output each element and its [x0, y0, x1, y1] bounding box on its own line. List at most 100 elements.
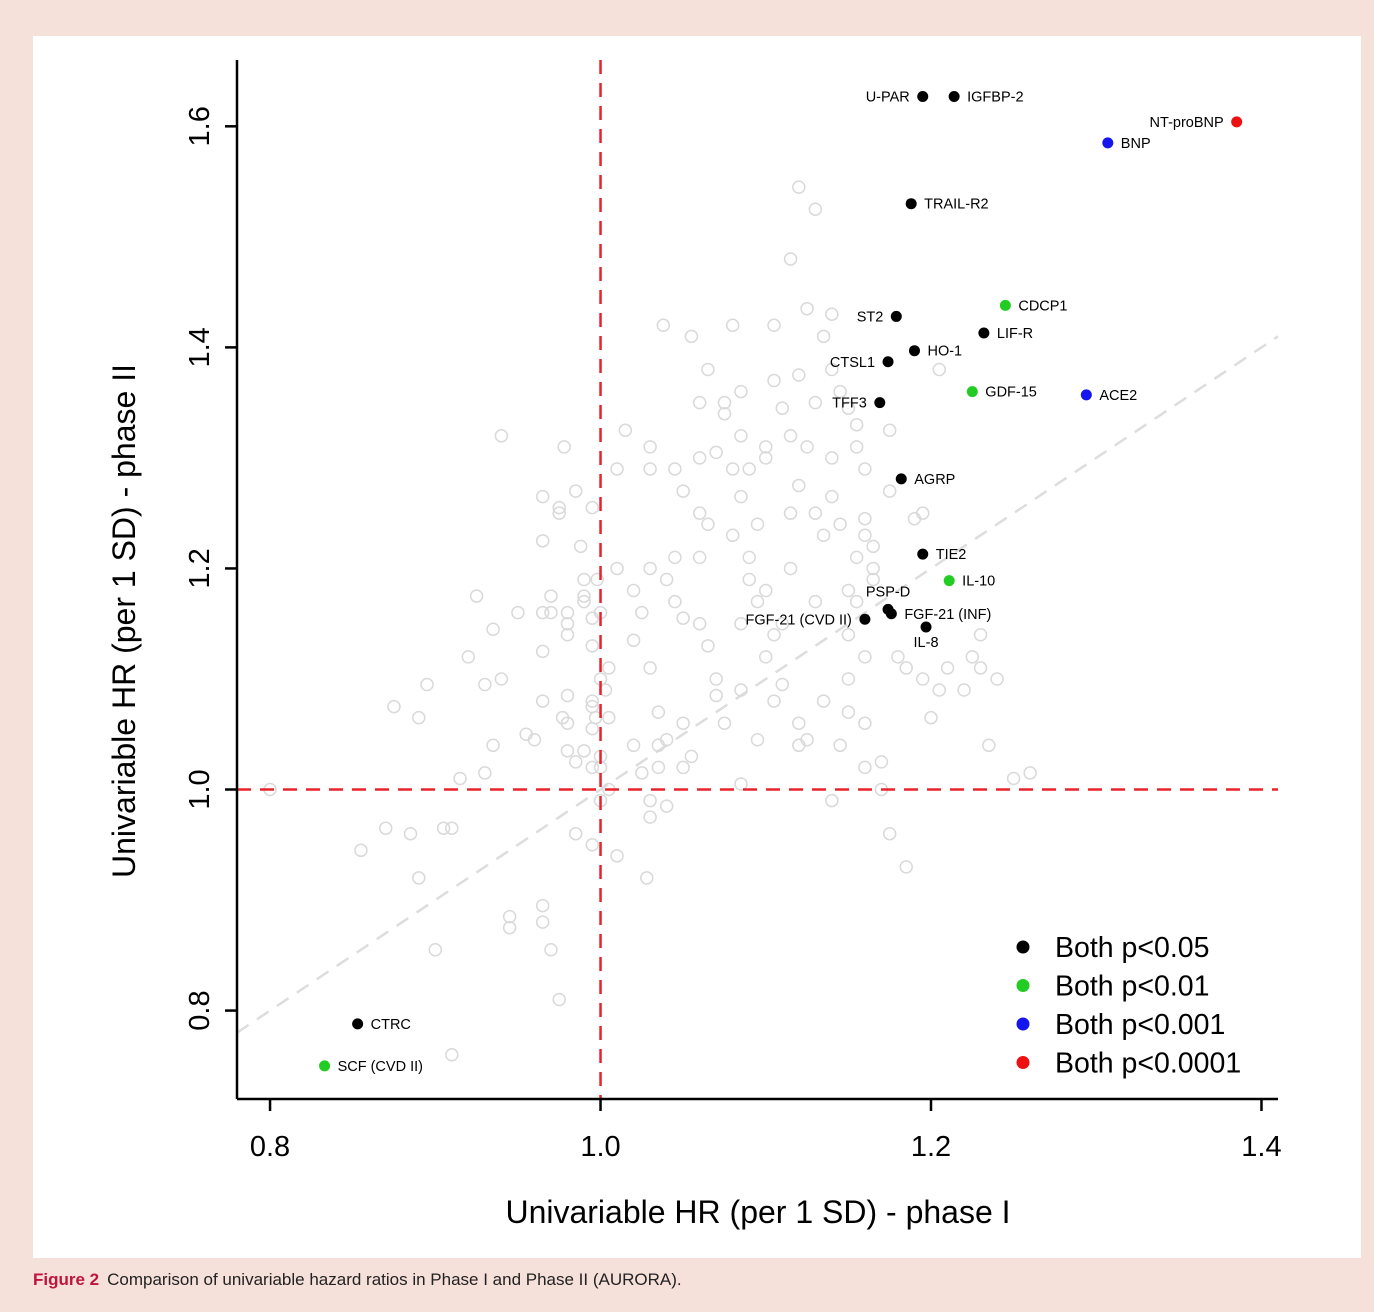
data-label: TFF3	[832, 396, 867, 412]
background-point	[668, 462, 682, 476]
background-point	[486, 738, 500, 753]
background-point	[849, 440, 864, 454]
data-label: IL-10	[962, 574, 995, 590]
data-point	[978, 327, 990, 339]
background-point	[849, 594, 864, 609]
background-point	[535, 644, 550, 659]
data-point	[319, 1060, 331, 1072]
background-point	[560, 605, 575, 620]
x-axis-title: Univariable HR (per 1 SD) - phase I	[505, 1194, 1010, 1230]
data-label: ACE2	[1099, 388, 1137, 404]
background-point	[858, 716, 872, 730]
background-point	[800, 440, 814, 454]
background-point	[849, 550, 864, 565]
background-point	[725, 318, 740, 333]
data-label: IL-8	[914, 635, 939, 651]
background-point	[973, 661, 988, 675]
background-point	[957, 683, 971, 697]
background-point	[775, 401, 790, 415]
background-point	[800, 733, 814, 747]
background-point	[668, 550, 682, 565]
y-tick-label: 1.0	[184, 769, 216, 809]
data-point	[943, 575, 955, 587]
background-point	[668, 594, 682, 609]
background-point	[701, 639, 715, 653]
background-point	[494, 429, 509, 443]
background-point	[643, 661, 657, 675]
background-point	[640, 871, 654, 885]
background-point	[412, 710, 426, 725]
background-point	[486, 622, 500, 636]
data-point	[917, 90, 929, 102]
background-point	[478, 766, 492, 780]
background-point	[676, 760, 690, 775]
legend-marker	[1016, 1017, 1030, 1031]
legend-marker	[1016, 979, 1030, 992]
background-point	[643, 810, 657, 824]
background-point	[709, 688, 723, 703]
background-point	[445, 1048, 459, 1062]
background-point	[940, 661, 955, 675]
background-point	[858, 760, 872, 775]
background-point	[585, 611, 600, 625]
background-point	[684, 329, 699, 344]
data-label: FGF-21 (CVD II)	[746, 612, 852, 628]
background-point	[461, 650, 476, 664]
background-point	[882, 423, 897, 438]
background-point	[759, 583, 773, 598]
data-point	[1231, 116, 1243, 128]
background-point	[825, 489, 839, 504]
background-point	[577, 572, 591, 587]
background-point	[535, 605, 550, 620]
background-point	[899, 860, 913, 874]
background-point	[742, 462, 756, 476]
background-point	[577, 744, 591, 758]
data-point	[905, 198, 917, 210]
background-point	[882, 484, 897, 498]
background-point	[767, 318, 781, 333]
background-point	[585, 838, 600, 852]
background-point	[618, 423, 633, 438]
background-point	[626, 583, 641, 598]
background-point	[610, 561, 624, 576]
background-point	[659, 733, 674, 747]
data-point	[859, 613, 871, 625]
y-tick-label: 1.6	[184, 106, 216, 146]
background-point	[552, 506, 566, 520]
background-point	[767, 694, 781, 708]
background-point	[825, 793, 839, 808]
background-point	[866, 572, 880, 587]
background-point	[982, 738, 996, 753]
data-label: PSP-D	[866, 584, 910, 600]
background-point	[428, 943, 443, 957]
background-point	[436, 821, 451, 835]
background-point	[841, 705, 856, 719]
background-point	[759, 451, 773, 465]
background-point	[932, 362, 947, 377]
background-point	[585, 721, 600, 736]
background-point	[585, 694, 600, 708]
data-label: U-PAR	[866, 89, 910, 105]
background-point	[990, 672, 1004, 686]
background-point	[568, 826, 583, 841]
data-point	[966, 386, 978, 398]
background-point	[560, 688, 575, 703]
background-point	[552, 992, 566, 1007]
background-point	[725, 462, 740, 476]
background-point	[585, 760, 600, 775]
background-point	[453, 771, 467, 786]
background-point	[808, 395, 823, 410]
background-point	[590, 572, 604, 587]
data-label: AGRP	[914, 472, 955, 488]
background-point	[635, 766, 649, 780]
background-point	[643, 440, 657, 454]
background-point	[792, 716, 806, 730]
caption-text: Comparison of univariable hazard ratios …	[107, 1270, 682, 1289]
background-point	[577, 589, 591, 603]
background-point	[535, 534, 550, 548]
background-point	[725, 528, 740, 543]
background-point	[734, 384, 748, 399]
background-point	[602, 661, 616, 675]
background-point	[692, 550, 707, 565]
background-point	[420, 677, 434, 692]
